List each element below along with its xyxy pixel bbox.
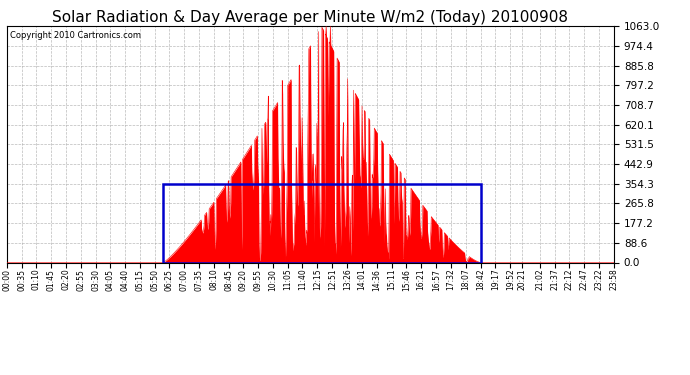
Text: Copyright 2010 Cartronics.com: Copyright 2010 Cartronics.com (10, 31, 141, 40)
Title: Solar Radiation & Day Average per Minute W/m2 (Today) 20100908: Solar Radiation & Day Average per Minute… (52, 10, 569, 25)
Bar (163, 184, 481, 262)
